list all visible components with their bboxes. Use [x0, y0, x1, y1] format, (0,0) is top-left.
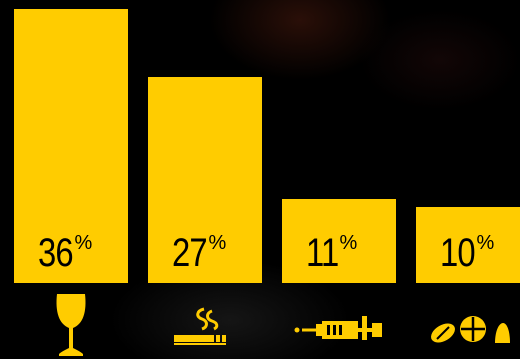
bar-value-number: 11 — [306, 231, 339, 275]
bar-injected-drugs — [282, 199, 396, 283]
bar-pills — [416, 207, 520, 283]
bar-value-label: 27% — [172, 231, 227, 276]
wine-glass-icon — [51, 292, 91, 359]
bar-value-unit: % — [208, 232, 227, 254]
bar-value-number: 36 — [38, 231, 74, 275]
pills-icon — [429, 313, 511, 350]
bar-value-label: 11% — [306, 231, 358, 276]
syringe-icon — [294, 314, 386, 345]
bar-alcohol — [14, 9, 128, 283]
cigarette-icon — [172, 307, 232, 352]
bar-tobacco — [148, 77, 262, 283]
bar-value-unit: % — [74, 232, 93, 254]
bar-value-label: 36% — [38, 231, 93, 276]
bar-value-unit: % — [476, 232, 495, 254]
bar-value-unit: % — [339, 232, 358, 254]
bar-value-label: 10% — [440, 231, 495, 276]
bar-value-number: 10 — [440, 231, 476, 275]
bar-value-number: 27 — [172, 231, 208, 275]
